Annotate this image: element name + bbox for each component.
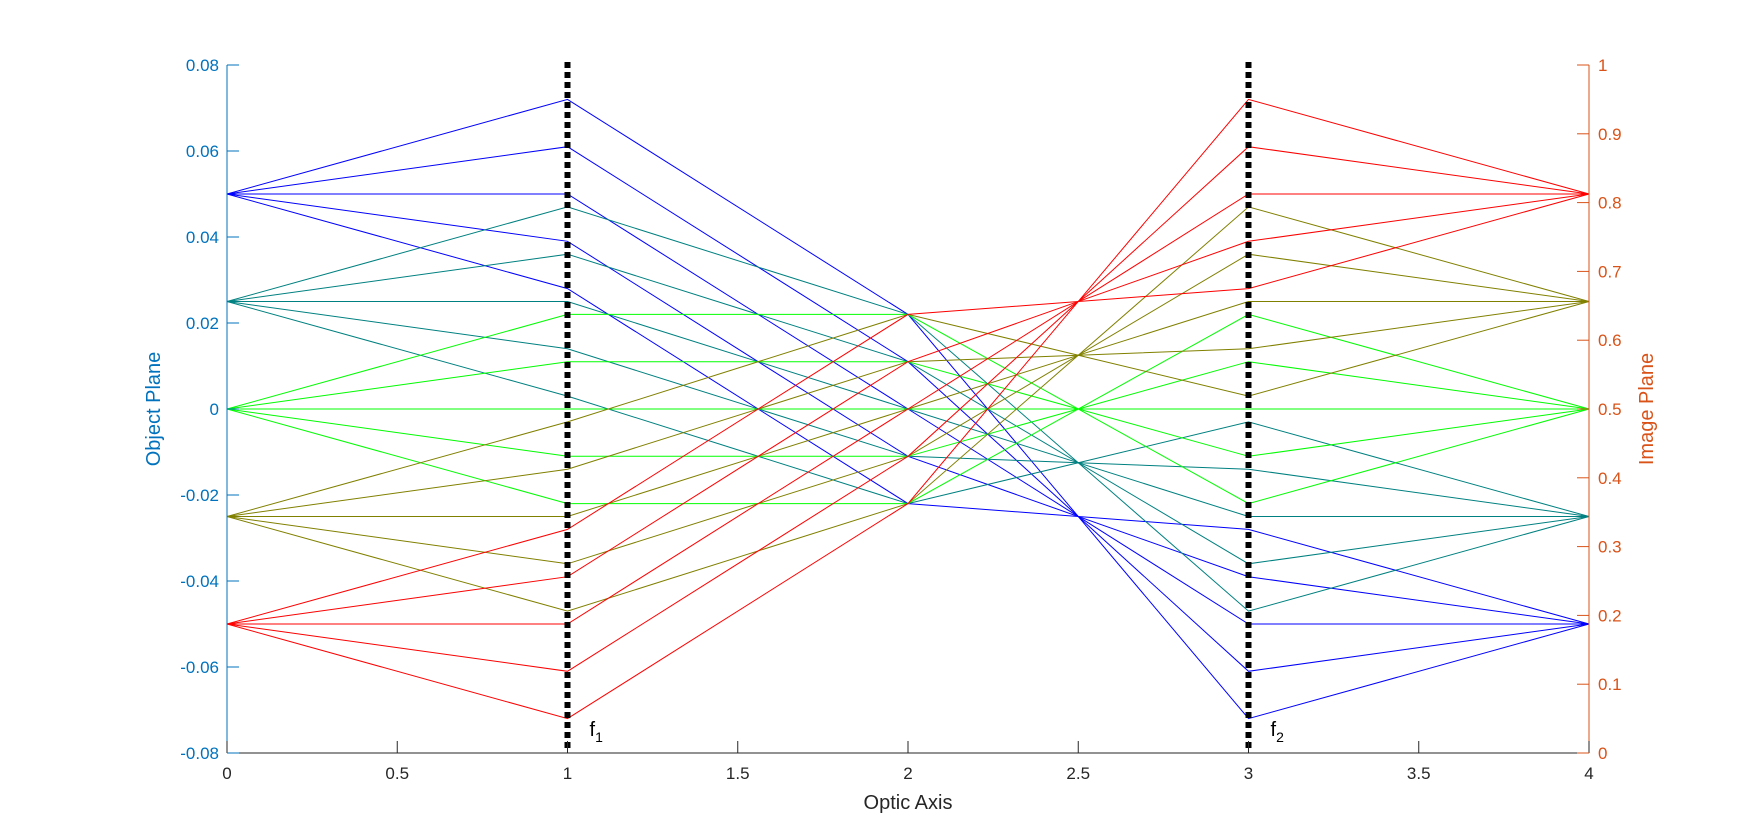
chart-axes: 0 0.5 1 1.5 2 2.5 3 3.5 4 0.08 0.06 0.04 0.02 0 -0.02…	[180, 56, 1621, 783]
ray-line-5-4	[226, 146, 1590, 672]
right-tick-label: 0.9	[1598, 125, 1622, 144]
ray-lines	[226, 98, 1590, 720]
x-tick-label: 2.5	[1066, 764, 1090, 783]
left-tick-label: 0.02	[186, 314, 219, 333]
lens-2-label: f2	[1271, 719, 1285, 745]
x-axis-title: Optic Axis	[864, 792, 953, 814]
right-tick-label: 0.6	[1598, 331, 1622, 350]
right-tick-label: 0	[1598, 744, 1607, 763]
lens-markers: f1 f2	[564, 62, 1285, 752]
x-tick-label: 1.5	[726, 764, 750, 783]
right-tick-label: 0.4	[1598, 469, 1622, 488]
lens-1-label: f1	[590, 719, 604, 745]
x-tick-label: 4	[1584, 764, 1593, 783]
left-tick-label: 0.04	[186, 228, 219, 247]
right-tick-label: 0.3	[1598, 538, 1622, 557]
right-tick-label: 0.5	[1598, 400, 1622, 419]
left-tick-label: 0.06	[186, 142, 219, 161]
x-tick-label: 0.5	[385, 764, 409, 783]
ray-line-5-2	[226, 193, 1590, 625]
left-tick-label: 0.08	[186, 56, 219, 75]
right-tick-label: 1	[1598, 56, 1607, 75]
ray-line-5-5	[226, 98, 1590, 720]
left-tick-label: -0.06	[180, 658, 219, 677]
right-tick-label: 0.8	[1598, 194, 1622, 213]
right-tick-label: 0.1	[1598, 675, 1622, 694]
right-tick-label: 0.2	[1598, 606, 1622, 625]
ray-line-5-1	[226, 193, 1590, 625]
ray-line-5-3	[227, 193, 1589, 625]
x-tick-label: 0	[222, 764, 231, 783]
x-tick-label: 3	[1244, 764, 1253, 783]
x-tick-label: 2	[903, 764, 912, 783]
left-axis-ticks: 0.08 0.06 0.04 0.02 0 -0.02 -0.04 -0.06 -0.08	[180, 56, 239, 763]
right-tick-label: 0.7	[1598, 262, 1622, 281]
left-tick-label: -0.04	[180, 572, 219, 591]
left-axis-title: Object Plane	[143, 352, 165, 467]
left-tick-label: -0.08	[180, 744, 219, 763]
x-tick-label: 3.5	[1407, 764, 1431, 783]
left-tick-label: -0.02	[180, 486, 219, 505]
left-tick-label: 0	[210, 400, 219, 419]
x-axis-ticks: 0 0.5 1 1.5 2 2.5 3 3.5 4	[222, 741, 1594, 783]
right-axis-title: Image Plane	[1636, 353, 1658, 465]
x-tick-label: 1	[563, 764, 572, 783]
right-axis-ticks: 1 0.9 0.8 0.7 0.6 0.5 0.4 0.3 0.2 0.1 0	[1577, 56, 1622, 763]
